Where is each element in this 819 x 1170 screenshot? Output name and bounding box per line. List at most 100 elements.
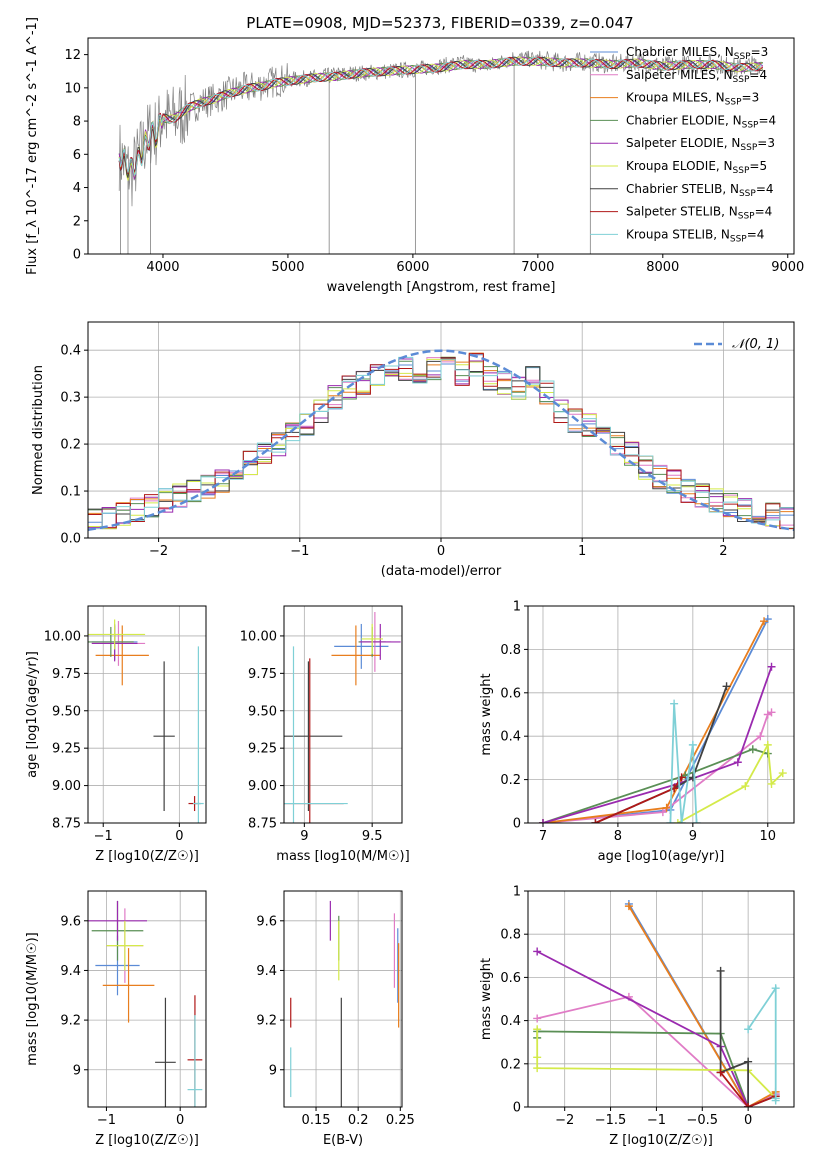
- y-axis-label: mass [log10(M/M☉)]: [25, 932, 40, 1065]
- mass-weight-line: [669, 703, 698, 823]
- y-tick-label: 10.00: [44, 629, 81, 644]
- mass-weight-marker: [538, 819, 547, 823]
- y-tick-label: 10: [64, 81, 81, 96]
- x-axis-label: mass [log10(M/M☉)]: [276, 849, 409, 864]
- x-axis-label: Z [log10(Z/Z☉)]: [95, 1133, 199, 1148]
- x-tick-label: 0: [744, 1113, 752, 1128]
- y-tick-label: 9.6: [60, 914, 81, 929]
- y-tick-label: 0: [513, 817, 521, 832]
- mass-weight-marker: [756, 732, 765, 741]
- x-axis-label: Z [log10(Z/Z☉)]: [95, 849, 199, 864]
- mass-weight-marker: [722, 682, 731, 691]
- x-ticks: −1 0: [94, 823, 183, 844]
- mass-weight-marker: [670, 699, 679, 708]
- mass-weight-line: [542, 666, 773, 823]
- y-tick-label: 0.2: [500, 773, 521, 788]
- y-tick-label: 9.50: [248, 704, 277, 719]
- spectrum-model-line: [118, 56, 764, 181]
- mass-weight-marker: [662, 803, 671, 812]
- legend-label: Kroupa STELIB, NSSP=4: [626, 227, 764, 244]
- x-ticks: −2 −1 0 1 2: [149, 538, 728, 559]
- x-tick-label: 0.15: [302, 1113, 331, 1128]
- x-axis-label: E(B-V): [323, 1133, 363, 1148]
- mass-weight-marker: [744, 1057, 753, 1066]
- legend-label: 𝒩(0, 1): [732, 337, 779, 352]
- errorbar-point: [155, 997, 176, 1107]
- spectrum-model-line: [118, 56, 764, 175]
- axes-frame: [283, 890, 403, 1108]
- x-tick-label: 0: [176, 1113, 184, 1128]
- legend-subscript: SSP: [739, 189, 756, 199]
- y-tick-label: 10.00: [240, 629, 277, 644]
- x-tick-label: 7000: [521, 260, 554, 275]
- panel-mass_weight_vs_age: 7 8 9 10 0 0.2 0.4 0.6 0.8 1 age [log10(age/yr)] ma…: [479, 600, 795, 864]
- y-tick-label: 0.0: [60, 532, 81, 547]
- mass-weight-line: [536, 950, 749, 1107]
- y-tick-label: 0: [513, 1101, 521, 1116]
- y-tick-label: 2: [73, 214, 81, 229]
- x-tick-label: 5000: [271, 260, 304, 275]
- errorbar-point: [153, 661, 175, 812]
- mass-weight-marker: [778, 769, 787, 778]
- y-tick-label: 8: [73, 115, 81, 130]
- figure-title: PLATE=0908, MJD=52373, FIBERID=0339, z=0…: [246, 14, 633, 32]
- mass-weight-marker: [767, 708, 776, 717]
- normal-curve: [88, 349, 794, 532]
- legend-label: Salpeter ELODIE, NSSP=3: [626, 136, 775, 153]
- panel-mass_vs_ebv: 0.15 0.2 0.25 9 9.2 9.4 9.6 E(B-V): [256, 890, 415, 1148]
- mass-weight-marker: [533, 1014, 542, 1023]
- mass-weight-marker: [533, 1064, 542, 1073]
- y-tick-label: 1: [513, 885, 521, 900]
- errorbar-point: [359, 623, 401, 660]
- errorbar-point: [88, 626, 134, 657]
- y-axis-label: age [log10(age/yr)]: [25, 651, 40, 778]
- panel-mass_weight_vs_Z: −2 −1.5 −1 −0.5 0 0 0.2 0.4 0.6 0.8 1 Z [log10(Z/Z☉…: [479, 885, 795, 1148]
- x-tick-label: 9000: [771, 260, 804, 275]
- x-tick-label: 9: [300, 829, 308, 844]
- plot-area: [88, 349, 794, 532]
- panel-residuals: −2 −1 0 1 2 0.0 0.1 0.2 0.3 0.4 (data-model)/error…: [31, 321, 795, 579]
- axes-frame: [527, 605, 795, 824]
- mass-weight-marker: [771, 984, 780, 993]
- plot-area: [284, 611, 401, 823]
- mass-weight-marker: [688, 740, 697, 749]
- mass-weight-line: [628, 905, 777, 1107]
- mass-weight-marker: [591, 819, 600, 823]
- gridlines: [88, 891, 206, 1107]
- plot-area: [538, 615, 787, 823]
- mass-weight-marker: [716, 966, 725, 975]
- spectrum-model-line: [118, 56, 763, 181]
- mass-weight-line: [536, 995, 777, 1107]
- y-ticks: 8.75 9.00 9.25 9.50 9.75 10.00: [240, 629, 284, 832]
- errorbar-point: [106, 920, 144, 971]
- x-tick-label: 2: [719, 544, 727, 559]
- x-tick-label: 1: [578, 544, 586, 559]
- x-tick-label: 10: [760, 829, 777, 844]
- mass-weight-marker: [733, 758, 742, 767]
- x-axis-label: age [log10(age/yr)]: [598, 849, 725, 864]
- x-tick-label: −1: [290, 544, 309, 559]
- legend-subscript: SSP: [725, 98, 742, 108]
- mass-weight-marker: [716, 1068, 725, 1077]
- y-tick-label: 9.25: [248, 742, 277, 757]
- mass-weight-marker: [692, 819, 701, 823]
- plots-layer: 4000 5000 6000 7000 8000 9000024681012wavelen…: [25, 17, 804, 1148]
- axes-frame: [87, 37, 795, 255]
- spectrum-model-line: [118, 56, 763, 178]
- mass-weight-marker: [666, 819, 675, 823]
- x-tick-label: 0: [175, 829, 183, 844]
- legend-label: Salpeter STELIB, NSSP=4: [626, 205, 772, 222]
- mass-weight-marker: [624, 902, 633, 911]
- y-tick-label: 0.4: [500, 1014, 521, 1029]
- x-tick-label: −1: [97, 1113, 116, 1128]
- axes-frame: [87, 605, 207, 824]
- y-tick-label: 0.3: [60, 391, 81, 406]
- y-tick-label: 0.8: [500, 928, 521, 943]
- mass-weight-marker: [533, 1025, 542, 1034]
- y-tick-label: 0.2: [60, 438, 81, 453]
- errorbar-point: [361, 623, 384, 654]
- x-tick-label: 8000: [646, 260, 679, 275]
- y-tick-label: 1: [513, 600, 521, 615]
- y-ticks: 9 9.2 9.4 9.6: [60, 914, 88, 1078]
- y-ticks: 0.0 0.1 0.2 0.3 0.4: [60, 344, 88, 547]
